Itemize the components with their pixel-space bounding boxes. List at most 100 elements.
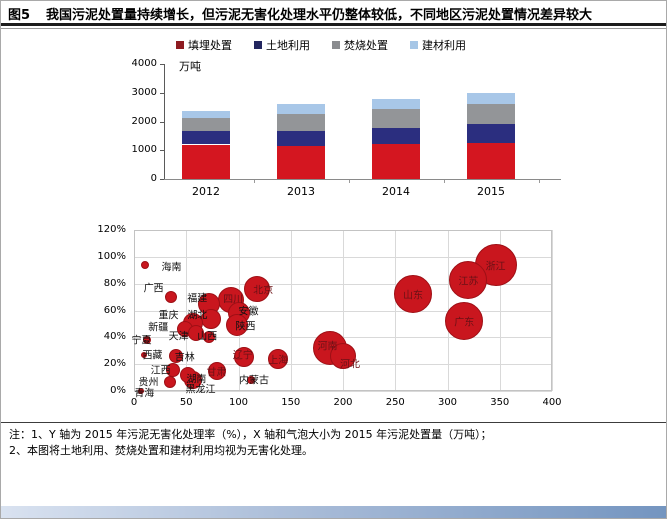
legend-item-3: 建材利用 [410,37,466,53]
bubble-y-tick-label: 60% [103,304,126,316]
bubble-label-辽宁: 辽宁 [232,350,253,362]
legend-item-1: 土地利用 [254,37,310,53]
bubble-label-宁夏: 宁夏 [131,335,152,347]
bubble-y-tick-label: 20% [103,358,126,370]
bar-segment-2014-2 [372,108,420,128]
notes-divider [1,422,666,423]
bubble-江苏 [449,260,488,299]
bar-chart-legend: 填埋处置 土地利用 焚烧处置 建材利用 [1,37,641,53]
figure-title: 我国污泥处置量持续增长，但污泥无害化处理水平仍整体较低，不同地区污泥处置情况差异… [46,8,593,23]
bar-x-axis [164,179,561,180]
bubble-河北 [330,343,356,370]
bubble-北京 [244,276,271,303]
bar-y-tick-label: 4000 [131,58,157,69]
bubble-label-四川: 四川 [223,294,244,306]
bubble-label-上海: 上海 [268,355,289,367]
bar-segment-2013-0 [277,145,325,179]
bar-y-tick [160,64,164,65]
bar-segment-2014-3 [372,99,420,109]
bubble-label-江苏: 江苏 [458,276,479,288]
bar-x-tick [539,180,540,183]
bubble-x-tick-label: 350 [490,397,510,408]
bubble-label-安徽: 安徽 [238,306,259,318]
bar-y-tick-label: 0 [150,173,157,184]
legend-label: 土地利用 [266,39,310,52]
bubble-x-tick-label: 400 [542,397,562,408]
bubble-label-山东: 山东 [403,290,423,302]
bubble-label-重庆: 重庆 [158,310,179,322]
bar-segment-2012-3 [182,110,230,119]
legend-label: 焚烧处置 [344,39,388,52]
title-divider-thick [1,23,666,26]
bubble-x-tick-label: 50 [179,397,193,408]
note-line-2: 2、本图将土地利用、焚烧处置和建材利用均视为无害化处理。 [9,444,313,457]
legend-item-0: 填埋处置 [176,37,232,53]
bubble-x-tick-label: 300 [437,397,458,408]
bar-unit-label: 万吨 [179,60,201,73]
bubble-宁夏 [142,336,151,345]
bubble-y-tick-label: 120% [97,224,126,235]
bar-segment-2015-1 [467,124,515,144]
bar-y-axis [164,64,165,180]
bar-y-tick [160,121,164,123]
bubble-广西 [164,291,177,304]
bubble-grid-h [134,283,552,285]
legend-swatch-icon [176,41,184,49]
bubble-label-河南: 河南 [317,341,338,353]
bubble-label-北京: 北京 [253,285,274,297]
bar-segment-2015-3 [467,92,515,105]
bubble-label-内蒙古: 内蒙古 [239,375,270,387]
bar-segment-2013-1 [277,130,325,146]
bubble-甘肃 [207,361,226,380]
bubble-label-吉林: 吉林 [174,352,195,364]
bubble-label-福建: 福建 [187,293,208,305]
bar-category-label: 2014 [382,185,410,198]
bubble-山东 [394,275,432,314]
title-divider-thin [1,28,666,29]
bar-category-label: 2015 [477,185,505,198]
bar-segment-2012-0 [182,144,230,179]
figure-number: 图5 [8,8,31,23]
bubble-label-天津: 天津 [168,331,189,343]
bubble-x-tick-label: 250 [385,397,405,408]
bubble-y-tick-label: 80% [103,277,126,289]
bubble-广东 [445,302,484,341]
bubble-海南 [141,260,150,269]
legend-swatch-icon [254,41,262,49]
bar-segment-2012-1 [182,130,230,145]
legend-swatch-icon [332,41,340,49]
bubble-plot-frame [134,230,552,391]
bubble-label-海南: 海南 [161,262,182,274]
bubble-label-湖北: 湖北 [187,310,208,322]
bubble-grid-h [134,391,552,392]
bubble-label-西藏: 西藏 [142,350,163,362]
bubble-label-陕西: 陕西 [235,321,256,333]
legend-label: 填埋处置 [188,39,232,52]
bubble-label-新疆: 新疆 [148,322,169,334]
legend-label: 建材利用 [422,39,466,52]
bubble-label-河北: 河北 [340,359,360,371]
figure-title-bar: 图5 我国污泥处置量持续增长，但污泥无害化处理水平仍整体较低，不同地区污泥处置情况… [8,4,659,23]
bubble-label-江西: 江西 [150,365,171,377]
bubble-上海 [268,348,289,369]
bubble-山西 [203,331,216,344]
bar-y-tick [160,150,164,152]
bubble-y-tick-label: 100% [97,250,126,262]
bubble-陕西 [226,314,249,337]
bar-y-tick-label: 1000 [131,144,157,156]
bubble-x-tick-label: 150 [281,397,301,408]
bubble-label-广东: 广东 [454,317,475,329]
bar-x-tick [349,180,350,183]
note-line-1: 注：1、Y 轴为 2015 年污泥无害化处理率（%），X 轴和气泡大小为 201… [9,428,492,441]
bubble-湖南 [180,366,197,383]
bubble-label-青海: 青海 [134,388,155,400]
bubble-label-浙江: 浙江 [485,261,506,273]
bubble-label-湖南: 湖南 [186,374,207,386]
bar-segment-2013-3 [277,103,325,114]
bar-y-tick [160,179,164,180]
bar-category-label: 2012 [192,185,220,198]
bar-segment-2014-1 [372,127,420,144]
bar-y-tick-label: 2000 [131,115,157,127]
bubble-贵州 [163,375,176,388]
